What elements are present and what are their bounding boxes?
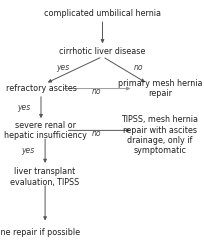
Text: severe renal or
hepatic insufficiency: severe renal or hepatic insufficiency <box>4 121 86 140</box>
Text: complicated umbilical hernia: complicated umbilical hernia <box>44 9 160 18</box>
Text: TIPSS, mesh hernia
repair with ascites
drainage, only if
symptomatic: TIPSS, mesh hernia repair with ascites d… <box>121 115 197 155</box>
Text: cirrhotic liver disease: cirrhotic liver disease <box>59 47 145 56</box>
Text: liver transplant
evaluation, TIPSS: liver transplant evaluation, TIPSS <box>10 168 79 187</box>
Text: no: no <box>133 63 143 72</box>
Text: yes: yes <box>17 103 30 111</box>
Text: primary mesh hernia
repair: primary mesh hernia repair <box>117 79 201 98</box>
Text: postpone repair if possible: postpone repair if possible <box>0 228 80 237</box>
Text: refractory ascites: refractory ascites <box>6 84 76 93</box>
Text: no: no <box>91 87 101 96</box>
Text: no: no <box>91 129 101 138</box>
Text: yes: yes <box>56 63 69 72</box>
Text: yes: yes <box>21 146 34 155</box>
